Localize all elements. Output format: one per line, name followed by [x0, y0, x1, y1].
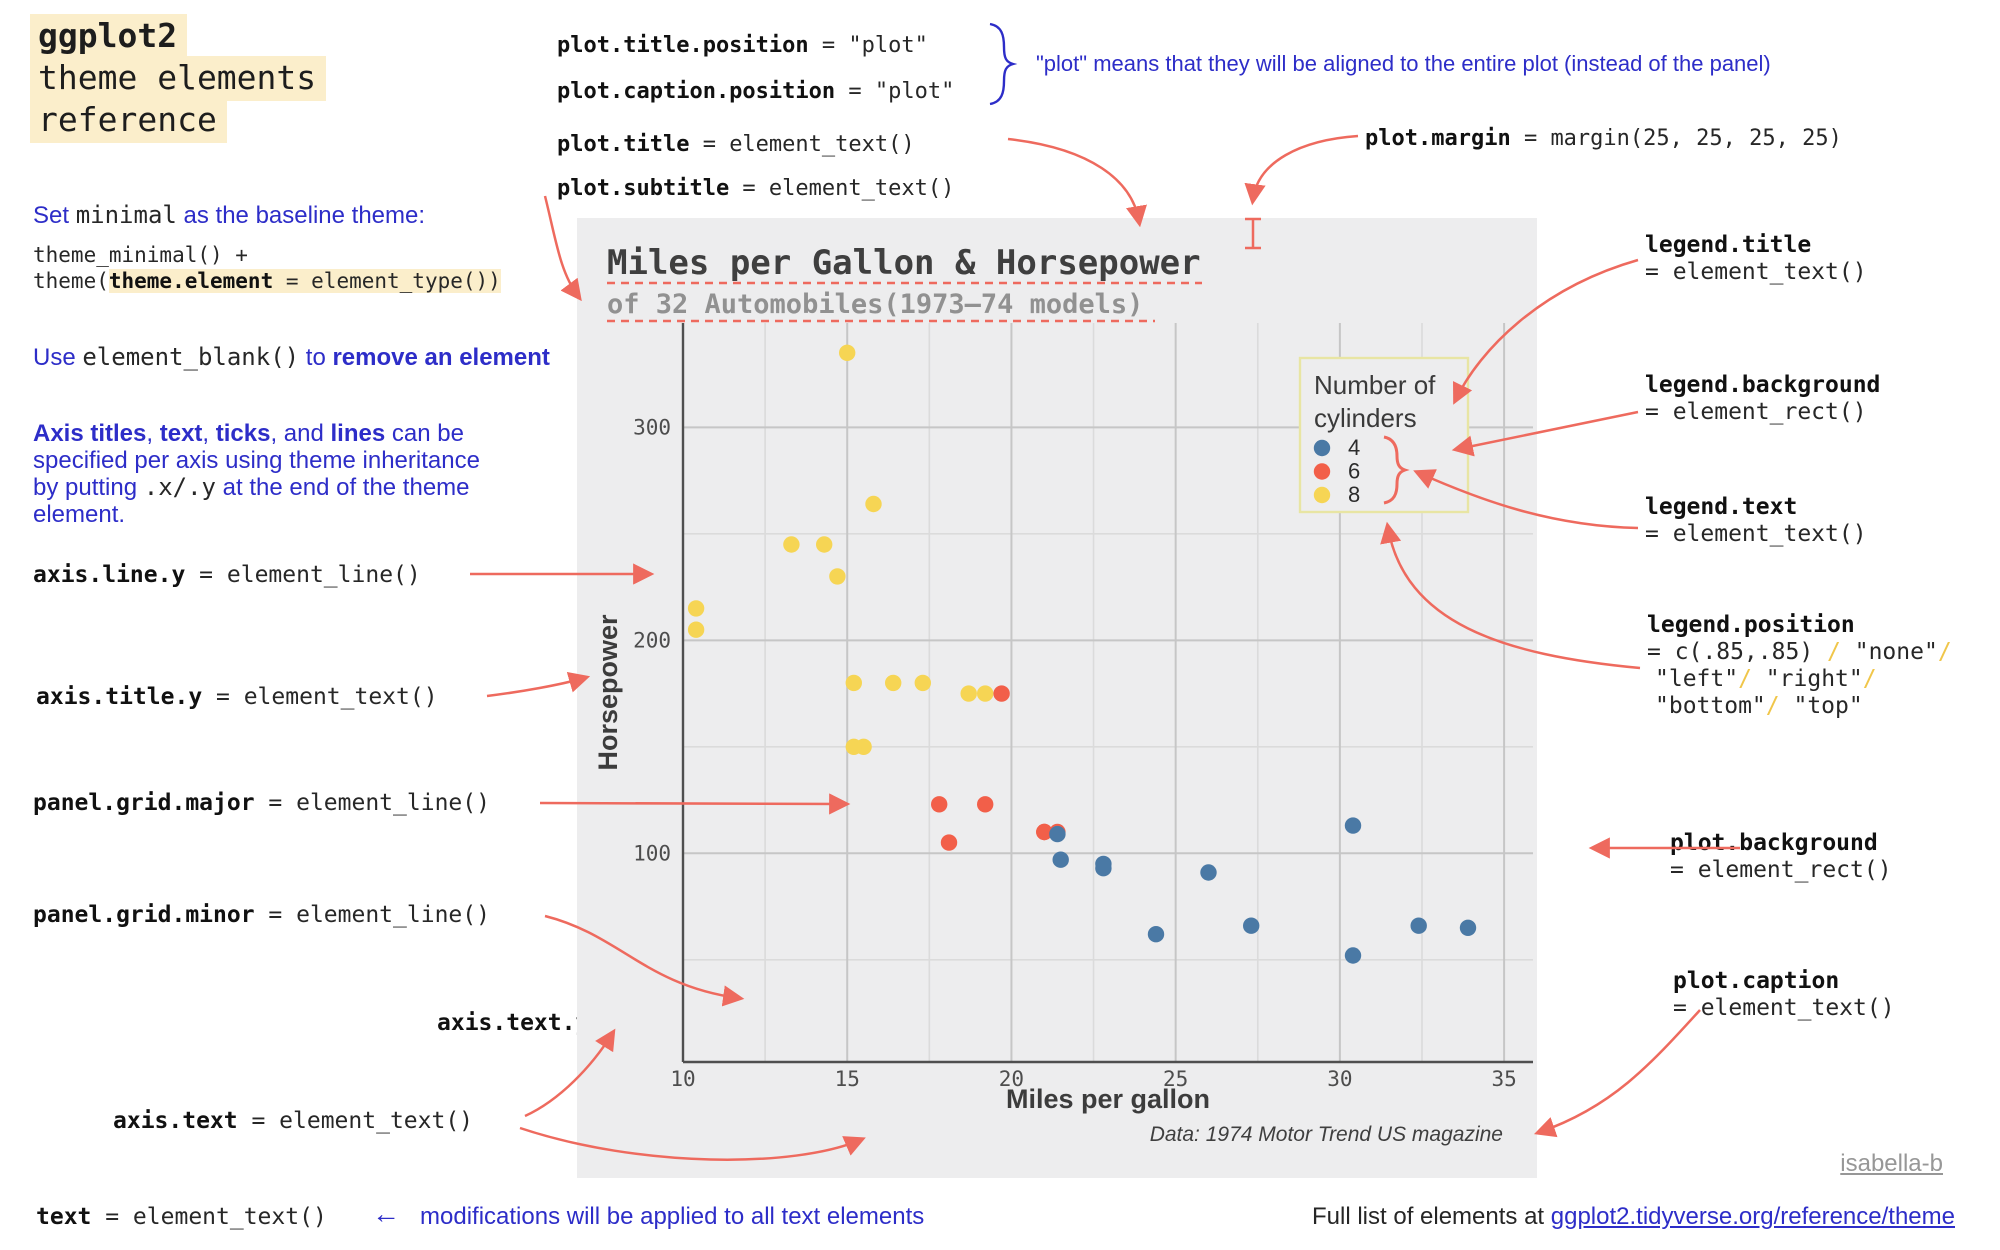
svg-text:8: 8 — [1348, 482, 1360, 507]
blue-annotations — [989, 22, 1018, 106]
plot-align-note: "plot" means that they will be aligned t… — [1036, 51, 1771, 76]
element-blank-note: Use element_blank() to remove an element — [33, 343, 550, 371]
full-list-line: Full list of elements at ggplot2.tidyver… — [1312, 1203, 1955, 1231]
svg-text:Data: 1974 Motor Trend US maga: Data: 1974 Motor Trend US magazine — [1150, 1123, 1503, 1146]
label-plot-background: plot.background = element_rect() — [1670, 830, 1892, 883]
svg-text:4: 4 — [1348, 435, 1360, 460]
svg-text:Miles per gallon: Miles per gallon — [1006, 1084, 1210, 1114]
page-title-line3: reference — [30, 98, 227, 143]
svg-text:of 32 Automobiles(1973–74 mode: of 32 Automobiles(1973–74 models) — [607, 289, 1143, 320]
set-minimal-note: Set minimal as the baseline theme: — [33, 201, 426, 229]
svg-text:100: 100 — [633, 841, 671, 865]
label-legend-title: legend.title = element_text() — [1645, 232, 1867, 285]
page-title-line2: theme elements — [30, 56, 327, 101]
axis-inheritance-paragraph: Axis titles, text, ticks, and lines can … — [33, 420, 480, 528]
svg-text:25: 25 — [1163, 1067, 1188, 1091]
label-axis-text-y: axis.text.y — [437, 1010, 590, 1036]
arrow-plot-title — [1007, 137, 1147, 228]
label-panel-grid-minor: panel.grid.minor = element_line() — [33, 902, 490, 928]
arrow-plot-caption — [1533, 1009, 1701, 1138]
label-plot-caption: plot.caption = element_text() — [1673, 968, 1895, 1021]
label-axis-line-y: axis.line.y = element_line() — [33, 562, 421, 588]
svg-text:Horsepower: Horsepower — [593, 614, 623, 771]
svg-text:Number of: Number of — [1314, 370, 1436, 400]
page-title-line1: ggplot2 — [30, 14, 188, 59]
svg-text:300: 300 — [633, 415, 671, 439]
label-legend-position: legend.position = c(.85,.85) / "none"/ "… — [1647, 612, 1952, 719]
svg-text:20: 20 — [999, 1067, 1024, 1091]
arrow-plot-margin — [1244, 134, 1359, 206]
arrow-plot-subtitle — [543, 195, 582, 302]
chart-svg: 10 15 20 25 30 35 100 200 300 Miles per gallon Hor… — [577, 218, 1537, 1178]
label-plot-title-code: plot.title = element_text() — [557, 132, 915, 157]
svg-text:15: 15 — [835, 1067, 860, 1091]
theme-reference-link[interactable]: ggplot2.tidyverse.org/reference/theme — [1550, 1203, 1955, 1230]
svg-text:200: 200 — [633, 628, 671, 652]
position-brace — [989, 22, 1018, 106]
label-plot-caption-position: plot.caption.position = "plot" — [557, 79, 955, 104]
label-plot-title-position: plot.title.position = "plot" — [557, 33, 928, 58]
full-list-prefix: Full list of elements at — [1312, 1203, 1551, 1230]
label-plot-subtitle-code: plot.subtitle = element_text() — [557, 176, 955, 201]
page-title: ggplot2 theme elements reference — [30, 14, 327, 143]
code-theme-element: theme(theme.element = element_type()) — [33, 269, 501, 293]
footer-note: modifications will be applied to all tex… — [420, 1203, 925, 1230]
svg-text:30: 30 — [1327, 1067, 1352, 1091]
code-theme-minimal: theme_minimal() + — [33, 243, 248, 267]
label-axis-title-y: axis.title.y = element_text() — [36, 684, 438, 710]
svg-text:6: 6 — [1348, 459, 1360, 484]
svg-text:Miles per Gallon & Horsepower: Miles per Gallon & Horsepower — [607, 243, 1201, 283]
label-legend-text: legend.text = element_text() — [1645, 494, 1867, 547]
label-legend-background: legend.background = element_rect() — [1645, 372, 1881, 425]
svg-text:cylinders: cylinders — [1314, 403, 1417, 433]
svg-text:35: 35 — [1491, 1067, 1516, 1091]
label-axis-text: axis.text = element_text() — [113, 1108, 474, 1134]
label-panel-grid-major: panel.grid.major = element_line() — [33, 790, 490, 816]
left-arrow-glyph: ← — [372, 1198, 400, 1229]
arrow-axis-title-y — [486, 671, 591, 698]
label-text-element: text = element_text() — [36, 1204, 327, 1230]
credit-link[interactable]: isabella-b — [1840, 1150, 1943, 1177]
label-plot-margin: plot.margin = margin(25, 25, 25, 25) — [1365, 126, 1842, 151]
svg-text:10: 10 — [670, 1067, 695, 1091]
